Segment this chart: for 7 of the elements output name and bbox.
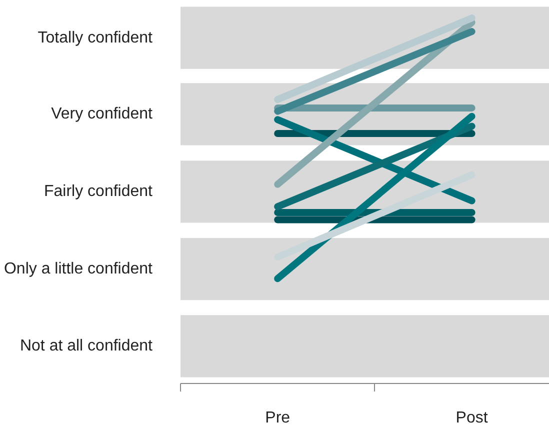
category-label: Fairly confident — [44, 183, 153, 200]
category-label: Totally confident — [38, 29, 152, 46]
category-label: Not at all confident — [20, 338, 153, 355]
category-label: Only a little confident — [4, 260, 153, 278]
x-tick-label: Post — [456, 410, 488, 426]
x-tick-label: Pre — [265, 410, 290, 426]
category-label: Very confident — [51, 106, 153, 123]
